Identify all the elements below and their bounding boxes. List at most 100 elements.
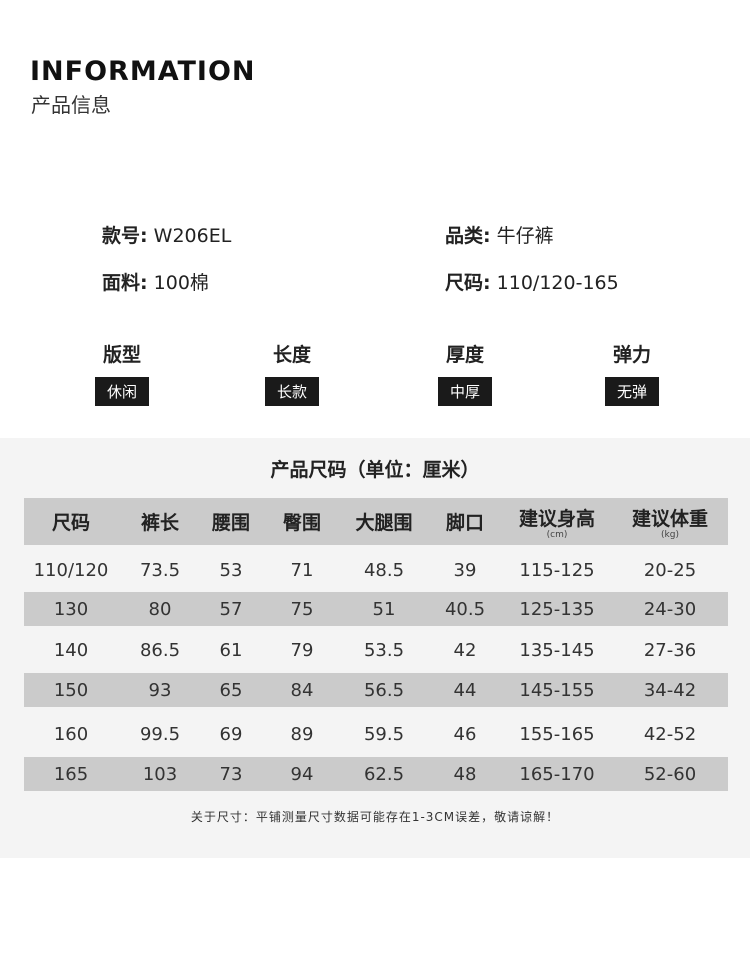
header-cell: 腰围 bbox=[212, 498, 250, 545]
table-cell: 160 bbox=[53, 723, 89, 745]
table-cell: 59.5 bbox=[363, 723, 405, 745]
table-cell: 73.5 bbox=[139, 559, 181, 581]
header-cell: 建议体重 (kg) bbox=[632, 498, 708, 545]
info-fabric: 面料: 100棉 bbox=[102, 268, 209, 295]
header-unit: (cm) bbox=[546, 529, 568, 540]
table-cell: 56.5 bbox=[363, 679, 405, 701]
header-label: 臀围 bbox=[282, 512, 322, 534]
table-cell: 165-170 bbox=[519, 763, 595, 785]
table-cell: 52-60 bbox=[643, 763, 697, 785]
attr-length: 长度 长款 bbox=[237, 340, 347, 406]
info-category: 品类: 牛仔裤 bbox=[445, 221, 554, 248]
table-cell: 44 bbox=[453, 679, 477, 701]
table-row: 140 86.5 61 79 53.5 42 135-145 27-36 bbox=[24, 633, 728, 667]
info-label: 款号: bbox=[102, 225, 148, 247]
attr-fit: 版型 休闲 bbox=[67, 340, 177, 406]
attr-stretch: 弹力 无弹 bbox=[577, 340, 687, 406]
table-cell: 155-165 bbox=[519, 723, 595, 745]
attr-label: 弹力 bbox=[612, 344, 651, 366]
table-cell: 73 bbox=[219, 763, 243, 785]
table-cell: 62.5 bbox=[363, 763, 405, 785]
header-cell: 臀围 bbox=[283, 498, 321, 545]
attr-tag: 无弹 bbox=[604, 377, 659, 406]
info-style-no: 款号: W206EL bbox=[102, 221, 231, 248]
table-cell: 84 bbox=[290, 679, 314, 701]
table-cell: 34-42 bbox=[643, 679, 697, 701]
info-label: 尺码: bbox=[445, 272, 491, 294]
header-cell: 脚口 bbox=[446, 498, 484, 545]
header-cell: 裤长 bbox=[141, 498, 179, 545]
table-cell: 20-25 bbox=[643, 559, 697, 581]
attr-tag: 中厚 bbox=[437, 377, 492, 406]
header-label: 腰围 bbox=[211, 512, 251, 534]
table-cell: 65 bbox=[219, 679, 243, 701]
info-value: 100棉 bbox=[153, 272, 209, 294]
table-cell: 42-52 bbox=[643, 723, 697, 745]
table-cell: 140 bbox=[53, 639, 89, 661]
size-note: 关于尺寸：平铺测量尺寸数据可能存在1-3CM误差，敬请谅解！ bbox=[190, 810, 560, 824]
table-cell: 24-30 bbox=[643, 598, 697, 620]
table-cell: 53.5 bbox=[363, 639, 405, 661]
table-cell: 165 bbox=[53, 763, 89, 785]
table-cell: 130 bbox=[53, 598, 89, 620]
header-label: 尺码 bbox=[51, 512, 91, 534]
table-cell: 46 bbox=[453, 723, 477, 745]
table-cell: 71 bbox=[290, 559, 314, 581]
table-cell: 61 bbox=[219, 639, 243, 661]
header-unit: (kg) bbox=[661, 529, 679, 540]
info-value: W206EL bbox=[153, 225, 232, 247]
table-cell: 115-125 bbox=[519, 559, 595, 581]
attr-label: 厚度 bbox=[445, 344, 484, 366]
table-cell: 27-36 bbox=[643, 639, 697, 661]
table-cell: 69 bbox=[219, 723, 243, 745]
attr-tag: 长款 bbox=[264, 377, 319, 406]
table-cell: 57 bbox=[219, 598, 243, 620]
table-cell: 110/120 bbox=[33, 559, 109, 581]
header-label: 脚口 bbox=[445, 512, 485, 534]
table-cell: 39 bbox=[453, 559, 477, 581]
table-cell: 94 bbox=[290, 763, 314, 785]
info-label: 品类: bbox=[445, 225, 491, 247]
table-cell: 48 bbox=[453, 763, 477, 785]
header-cell: 尺码 bbox=[52, 498, 90, 545]
table-cell: 51 bbox=[372, 598, 396, 620]
attr-label: 长度 bbox=[272, 344, 311, 366]
info-value: 110/120-165 bbox=[496, 272, 619, 294]
title-en: INFORMATION bbox=[30, 56, 256, 87]
table-cell: 86.5 bbox=[139, 639, 181, 661]
table-row: 150 93 65 84 56.5 44 145-155 34-42 bbox=[24, 673, 728, 707]
info-size: 尺码: 110/120-165 bbox=[445, 268, 619, 295]
table-cell: 125-135 bbox=[519, 598, 595, 620]
header-cell: 建议身高 (cm) bbox=[519, 498, 595, 545]
table-cell: 135-145 bbox=[519, 639, 595, 661]
table-cell: 103 bbox=[142, 763, 178, 785]
table-cell: 80 bbox=[148, 598, 172, 620]
size-table-title: 产品尺码（单位：厘米） bbox=[270, 459, 480, 481]
table-cell: 89 bbox=[290, 723, 314, 745]
table-header-row: 尺码 裤长 腰围 臀围 大腿围 脚口 建议身高 (cm) 建议体重 (kg) bbox=[24, 498, 728, 545]
table-row: 130 80 57 75 51 40.5 125-135 24-30 bbox=[24, 592, 728, 626]
info-label: 面料: bbox=[102, 272, 148, 294]
attr-thickness: 厚度 中厚 bbox=[410, 340, 520, 406]
header-label: 大腿围 bbox=[355, 512, 413, 534]
info-value: 牛仔裤 bbox=[496, 225, 554, 247]
table-cell: 40.5 bbox=[444, 598, 486, 620]
table-cell: 42 bbox=[453, 639, 477, 661]
table-cell: 75 bbox=[290, 598, 314, 620]
table-row: 160 99.5 69 89 59.5 46 155-165 42-52 bbox=[24, 717, 728, 751]
table-cell: 79 bbox=[290, 639, 314, 661]
attr-label: 版型 bbox=[102, 344, 141, 366]
table-cell: 48.5 bbox=[363, 559, 405, 581]
table-row: 110/120 73.5 53 71 48.5 39 115-125 20-25 bbox=[24, 553, 728, 587]
table-cell: 145-155 bbox=[519, 679, 595, 701]
table-cell: 99.5 bbox=[139, 723, 181, 745]
header-label: 建议身高 bbox=[518, 507, 596, 530]
table-row: 165 103 73 94 62.5 48 165-170 52-60 bbox=[24, 757, 728, 791]
attr-tag: 休闲 bbox=[94, 377, 149, 406]
table-cell: 93 bbox=[148, 679, 172, 701]
title-cn: 产品信息 bbox=[31, 93, 111, 117]
table-cell: 150 bbox=[53, 679, 89, 701]
header-cell: 大腿围 bbox=[355, 498, 412, 545]
header-label: 裤长 bbox=[140, 512, 180, 534]
header-label: 建议体重 bbox=[631, 507, 709, 530]
